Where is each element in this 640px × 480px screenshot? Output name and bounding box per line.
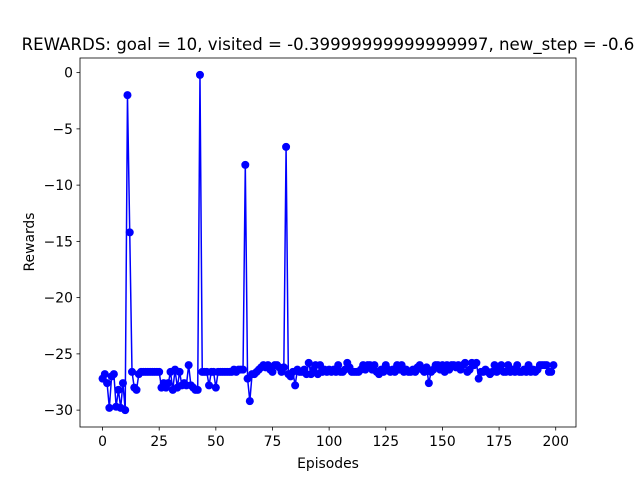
data-point (205, 381, 214, 390)
data-point (155, 367, 164, 376)
data-point (239, 365, 248, 374)
data-point (549, 361, 558, 370)
y-tick-label: −25 (44, 347, 73, 363)
data-point (118, 379, 127, 388)
data-point (497, 361, 506, 370)
data-point (105, 403, 114, 412)
data-point (370, 361, 379, 370)
data-point (114, 385, 123, 394)
data-point (103, 379, 112, 388)
data-point (184, 361, 193, 370)
data-point (334, 361, 343, 370)
data-point (125, 228, 134, 237)
data-point (282, 142, 291, 151)
y-tick-label: −5 (53, 122, 73, 138)
data-point (193, 385, 202, 394)
data-point (424, 379, 433, 388)
data-point (121, 406, 130, 415)
data-point (211, 383, 220, 392)
x-tick-label: 150 (429, 434, 456, 450)
data-point (175, 367, 184, 376)
chart-title: REWARDS: goal = 10, visited = -0.3999999… (22, 35, 635, 55)
data-point (547, 367, 556, 376)
data-point (123, 91, 132, 100)
data-point (245, 397, 254, 406)
y-axis-label: Rewards (22, 213, 38, 272)
y-tick-label: −30 (44, 403, 73, 419)
data-point (132, 385, 141, 394)
x-tick-label: 100 (316, 434, 343, 450)
data-point (164, 379, 173, 388)
x-tick-label: 75 (264, 434, 282, 450)
x-tick-label: 0 (98, 434, 107, 450)
y-tick-label: 0 (64, 66, 73, 82)
y-tick-label: −20 (44, 291, 73, 307)
data-point (513, 361, 522, 370)
data-point (474, 374, 483, 383)
data-point (461, 358, 470, 367)
x-tick-label: 200 (542, 434, 569, 450)
data-point (542, 361, 551, 370)
data-point (195, 70, 204, 79)
x-axis-label: Episodes (297, 456, 359, 472)
data-point (268, 367, 277, 376)
data-point (472, 358, 481, 367)
data-point (241, 160, 250, 169)
data-point (291, 381, 300, 390)
x-tick-label: 25 (150, 434, 168, 450)
x-tick-label: 50 (207, 434, 225, 450)
data-point (109, 370, 118, 379)
y-tick-label: −15 (44, 234, 73, 250)
data-point (100, 370, 109, 379)
x-tick-label: 175 (486, 434, 513, 450)
data-point (128, 367, 137, 376)
y-tick-label: −10 (44, 178, 73, 194)
data-point (279, 363, 288, 372)
data-point (304, 358, 313, 367)
x-tick-label: 125 (373, 434, 400, 450)
plot-frame (79, 57, 577, 428)
